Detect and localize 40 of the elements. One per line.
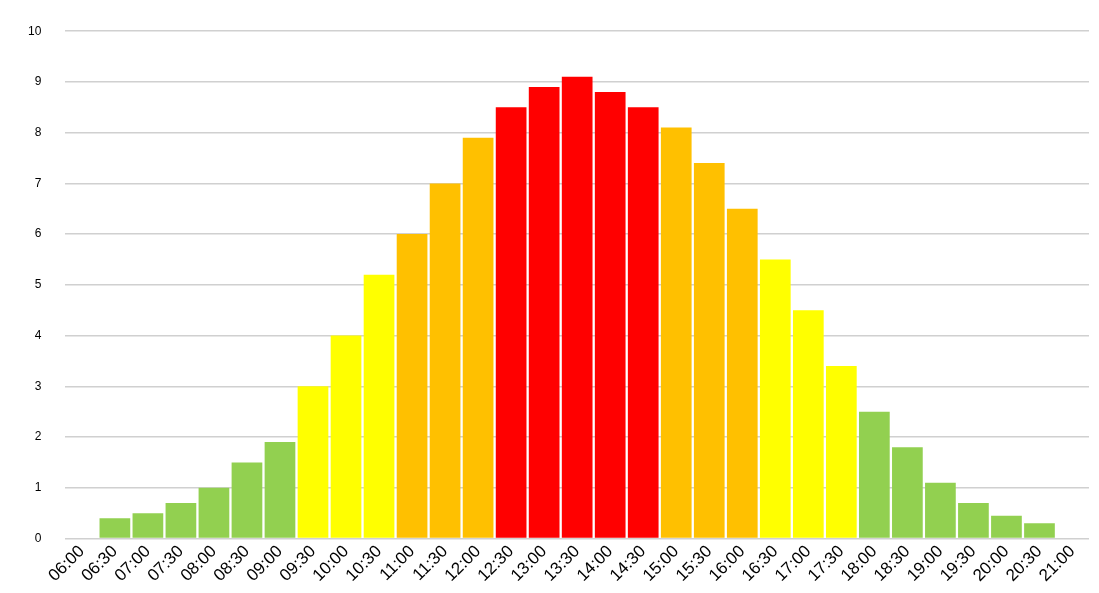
bar (726, 208, 758, 538)
y-tick-label: 3 (34, 378, 42, 393)
bar (165, 502, 197, 538)
bar (892, 447, 923, 538)
bar (429, 183, 461, 538)
bar (363, 274, 395, 538)
bar (132, 513, 164, 538)
bar (792, 310, 824, 538)
bar (958, 502, 989, 538)
bar (231, 462, 263, 538)
bar (396, 234, 428, 538)
bar (99, 518, 131, 538)
bar (991, 515, 1022, 538)
bar (198, 487, 230, 538)
bar (660, 127, 692, 538)
bar (627, 107, 659, 538)
y-tick-label: 1 (34, 480, 42, 495)
y-tick-label: 8 (34, 124, 42, 139)
bar (1024, 523, 1055, 538)
bar (759, 259, 791, 538)
y-tick-label: 6 (34, 226, 42, 241)
y-tick-label: 10 (27, 23, 42, 38)
bar (264, 442, 296, 538)
y-tick-label: 7 (34, 175, 42, 190)
bar (528, 87, 560, 538)
y-tick-label: 9 (34, 74, 42, 89)
y-tick-label: 2 (34, 429, 42, 444)
bar (462, 137, 494, 538)
bar (925, 482, 956, 538)
bar (330, 335, 362, 538)
bar (825, 366, 857, 538)
y-tick-label: 0 (34, 530, 42, 545)
bar (561, 76, 593, 538)
bar (859, 411, 890, 538)
bar (594, 92, 626, 538)
y-tick-label: 5 (34, 277, 42, 292)
y-tick-label: 4 (34, 327, 42, 342)
bar (297, 386, 329, 538)
bar (495, 107, 527, 538)
bar (693, 163, 725, 538)
